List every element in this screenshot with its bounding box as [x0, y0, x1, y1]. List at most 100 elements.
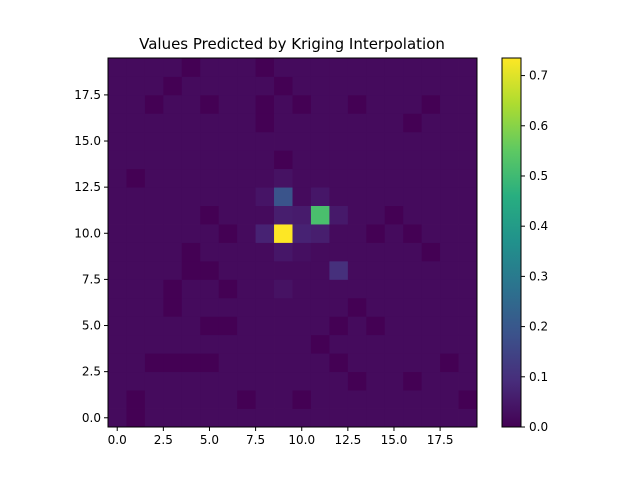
heatmap-cell: [181, 408, 201, 428]
chart-title: Values Predicted by Kriging Interpolatio…: [139, 35, 445, 53]
heatmap-cell: [403, 168, 423, 188]
x-axis: 0.0 2.5 5.0 7.5 10.0 12.5 15.0 17.5: [108, 427, 453, 447]
heatmap-cell: [237, 408, 256, 428]
y-tick-label: 12.5: [74, 180, 101, 194]
heatmap-cell: [108, 334, 127, 354]
heatmap-cell: [126, 260, 146, 280]
heatmap-cell: [329, 353, 349, 373]
heatmap-cell: [366, 187, 386, 206]
heatmap-cell: [458, 131, 478, 151]
x-tick-label: 5.0: [200, 433, 219, 447]
heatmap-cells: [108, 58, 478, 428]
heatmap-cell: [421, 150, 441, 170]
heatmap-cell: [181, 187, 201, 206]
x-tick-label: 10.0: [288, 433, 315, 447]
heatmap-cell: [108, 390, 127, 409]
heatmap-cell: [126, 58, 146, 77]
heatmap-cell: [347, 297, 367, 317]
heatmap-cell: [163, 131, 183, 151]
heatmap-cell: [403, 242, 423, 262]
heatmap-cell: [274, 353, 293, 373]
heatmap-cell: [347, 168, 367, 188]
heatmap-cell: [384, 187, 404, 206]
heatmap-cell: [384, 316, 404, 336]
heatmap-cell: [274, 224, 293, 243]
heatmap-cell: [440, 224, 459, 243]
heatmap-cell: [366, 168, 386, 188]
x-tick-label: 15.0: [381, 433, 408, 447]
heatmap-cell: [200, 353, 220, 373]
heatmap-cell: [200, 113, 220, 133]
heatmap-cell: [200, 408, 220, 428]
heatmap-cell: [126, 279, 146, 299]
heatmap-cell: [421, 58, 441, 77]
heatmap-cell: [310, 390, 330, 409]
heatmap-cell: [347, 279, 367, 299]
heatmap-cell: [329, 371, 349, 391]
heatmap-cell: [255, 371, 275, 391]
heatmap-cell: [292, 94, 312, 114]
heatmap-cell: [255, 150, 275, 170]
heatmap-cell: [366, 94, 386, 114]
heatmap-cell: [163, 334, 183, 354]
heatmap-cell: [440, 113, 459, 133]
heatmap-cell: [440, 58, 459, 77]
colorbar-tick-label: 0.6: [529, 119, 548, 133]
heatmap-cell: [421, 168, 441, 188]
heatmap-cell: [181, 353, 201, 373]
heatmap-cell: [421, 205, 441, 225]
heatmap-cell: [347, 187, 367, 206]
heatmap-cell: [255, 408, 275, 428]
heatmap-cell: [218, 224, 238, 243]
heatmap-cell: [218, 371, 238, 391]
heatmap-cell: [310, 58, 330, 77]
heatmap-cell: [218, 150, 238, 170]
heatmap-cell: [181, 150, 201, 170]
heatmap-cell: [458, 113, 478, 133]
heatmap-cell: [163, 371, 183, 391]
heatmap-cell: [329, 205, 349, 225]
heatmap-cell: [384, 353, 404, 373]
colorbar-tick-label: 0.7: [529, 69, 548, 83]
heatmap-cell: [292, 260, 312, 280]
heatmap-cell: [255, 297, 275, 317]
heatmap-cell: [329, 408, 349, 428]
heatmap-cell: [144, 334, 164, 354]
heatmap-cell: [292, 168, 312, 188]
heatmap-cell: [403, 131, 423, 151]
heatmap-cell: [403, 187, 423, 206]
heatmap-cell: [274, 408, 293, 428]
heatmap-cell: [347, 131, 367, 151]
heatmap-cell: [163, 76, 183, 96]
heatmap-cell: [366, 242, 386, 262]
heatmap-cell: [108, 150, 127, 170]
heatmap-cell: [181, 279, 201, 299]
heatmap-cell: [255, 224, 275, 243]
heatmap-cell: [384, 224, 404, 243]
colorbar-tick-label: 0.3: [529, 269, 548, 283]
heatmap-cell: [458, 76, 478, 96]
heatmap-cell: [440, 334, 459, 354]
heatmap-cell: [181, 260, 201, 280]
heatmap-cell: [421, 408, 441, 428]
heatmap-cell: [403, 113, 423, 133]
heatmap-cell: [255, 390, 275, 409]
heatmap-cell: [144, 113, 164, 133]
heatmap-cell: [329, 113, 349, 133]
heatmap-cell: [144, 297, 164, 317]
heatmap-cell: [366, 76, 386, 96]
heatmap-cell: [108, 187, 127, 206]
heatmap-cell: [218, 408, 238, 428]
heatmap-cell: [274, 205, 293, 225]
heatmap-cell: [255, 187, 275, 206]
heatmap-cell: [329, 316, 349, 336]
heatmap-cell: [310, 334, 330, 354]
heatmap-cell: [421, 224, 441, 243]
heatmap-cell: [458, 390, 478, 409]
heatmap-cell: [255, 168, 275, 188]
heatmap-cell: [403, 353, 423, 373]
heatmap-cell: [218, 205, 238, 225]
heatmap-cell: [329, 224, 349, 243]
heatmap-cell: [126, 168, 146, 188]
heatmap-cell: [163, 205, 183, 225]
